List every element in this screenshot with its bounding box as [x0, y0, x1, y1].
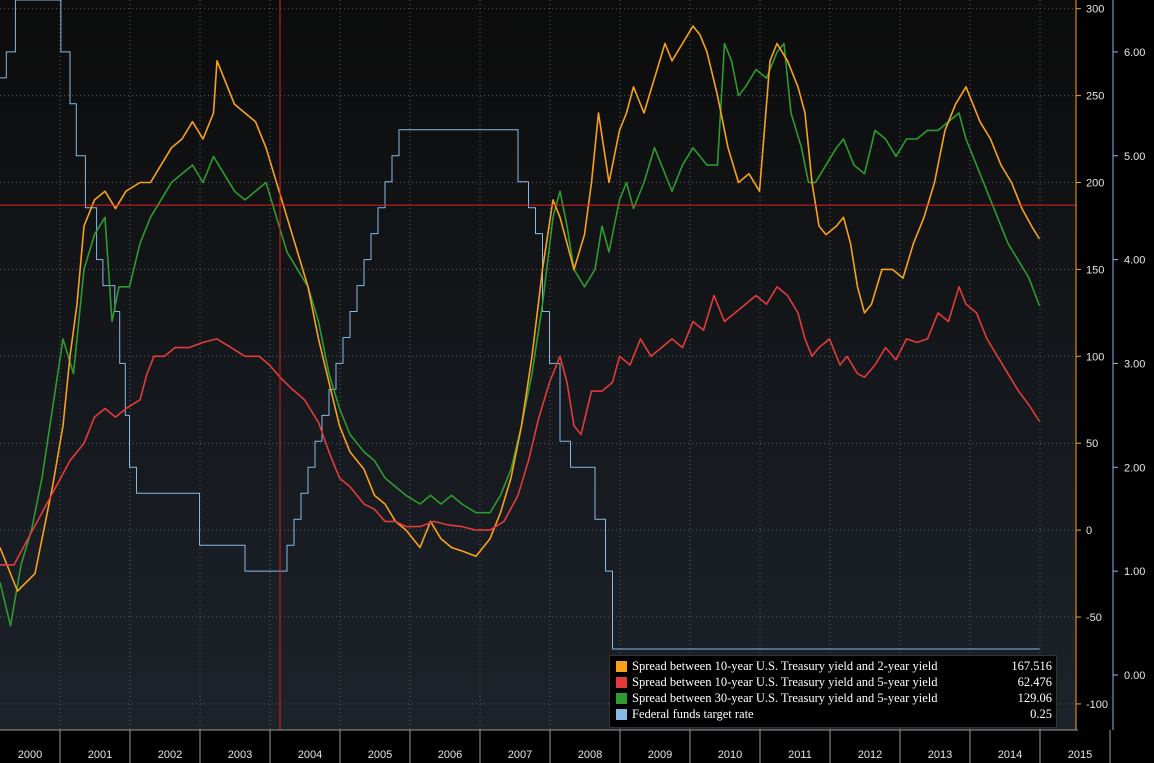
x-axis-tick-label: 2010 — [718, 749, 742, 761]
x-axis-tick-label: 2006 — [438, 749, 462, 761]
legend-entry: Spread between 30-year U.S. Treasury yie… — [616, 690, 1052, 706]
x-axis-tick-label: 2004 — [298, 749, 322, 761]
x-axis: 2000 2001 2002 2003 2004 2005 2006 2007 2008 2009… — [0, 729, 1154, 763]
right-axis-tick-label: 6.00 — [1124, 47, 1145, 59]
x-axis-band — [0, 730, 1154, 763]
left-axis-tick-label: 100 — [1086, 351, 1104, 363]
right-axis-tick-label: 5.00 — [1124, 151, 1145, 163]
x-axis-tick-label: 2009 — [648, 749, 672, 761]
x-axis-tick-label: 2015 — [1068, 749, 1092, 761]
right-axis: 6.00 5.00 4.00 3.00 2.00 1.00 0.00 — [1112, 0, 1145, 730]
x-axis-tick-label: 2008 — [578, 749, 602, 761]
legend-series-name: Spread between 30-year U.S. Treasury yie… — [632, 691, 938, 705]
legend: Spread between 10-year U.S. Treasury yie… — [609, 655, 1057, 728]
crosshair-layer — [0, 0, 1076, 730]
right-axis-tick-label: 0.00 — [1124, 670, 1145, 682]
left-axis-tick-label: -100 — [1086, 699, 1108, 711]
legend-entry: Federal funds target rate 0.25 — [616, 706, 1052, 722]
x-axis-tick-label: 2013 — [928, 749, 952, 761]
series-layer — [0, 0, 1041, 650]
left-axis-tick-label: 300 — [1086, 4, 1104, 16]
x-axis-tick-label: 2011 — [788, 749, 812, 761]
legend-series-value: 129.06 — [1017, 691, 1052, 705]
x-axis-tick-label: 2003 — [228, 749, 252, 761]
left-axis-tick-label: -50 — [1086, 612, 1102, 624]
right-axis-tick-label: 4.00 — [1124, 255, 1145, 267]
series-line — [0, 0, 1040, 650]
x-axis-tick-label: 2005 — [368, 749, 392, 761]
left-axis-tick-label: 150 — [1086, 264, 1104, 276]
x-axis-tick-label: 2002 — [158, 749, 182, 761]
legend-series-value: 167.516 — [1011, 659, 1052, 673]
left-axis: 300 250 200 150 100 50 0 -50 -100 — [1075, 0, 1108, 730]
right-axis-tick-label: 2.00 — [1124, 462, 1145, 474]
legend-entry: Spread between 10-year U.S. Treasury yie… — [616, 658, 1052, 674]
legend-entry: Spread between 10-year U.S. Treasury yie… — [616, 674, 1052, 690]
series-line — [0, 42, 1041, 627]
series-line — [0, 286, 1041, 566]
legend-series-name: Federal funds target rate — [632, 707, 754, 721]
plot-background — [0, 0, 1076, 730]
x-axis-tick-label: 2000 — [18, 749, 42, 761]
x-axis-tick-label: 2007 — [508, 749, 532, 761]
right-axis-tick-label: 1.00 — [1124, 566, 1145, 578]
legend-swatch — [616, 660, 627, 672]
legend-swatch — [616, 708, 627, 720]
grid-layer — [0, 0, 1076, 730]
left-axis-tick-label: 0 — [1086, 525, 1092, 537]
legend-series-value: 0.25 — [1030, 707, 1052, 721]
left-axis-tick-label: 50 — [1086, 438, 1098, 450]
legend-swatch — [616, 692, 627, 704]
left-axis-tick-label: 250 — [1086, 91, 1104, 103]
x-axis-tick-label: 2014 — [998, 749, 1022, 761]
series-line — [0, 25, 1041, 592]
legend-series-name: Spread between 10-year U.S. Treasury yie… — [632, 675, 938, 689]
legend-series-value: 62.476 — [1017, 675, 1052, 689]
x-axis-tick-label: 2012 — [858, 749, 882, 761]
legend-series-name: Spread between 10-year U.S. Treasury yie… — [632, 659, 938, 673]
right-axis-tick-label: 3.00 — [1124, 358, 1145, 370]
legend-swatch — [616, 676, 627, 688]
left-axis-tick-label: 200 — [1086, 178, 1104, 190]
x-axis-tick-label: 2001 — [88, 749, 112, 761]
